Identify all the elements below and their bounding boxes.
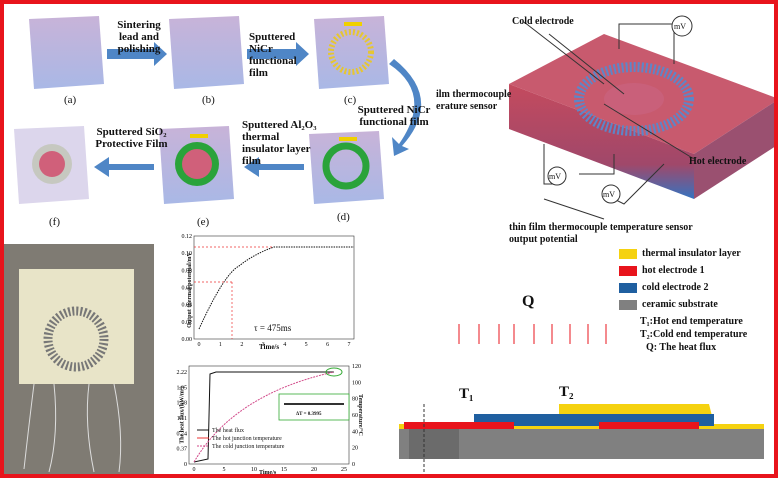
sensor-label: Cold electrode xyxy=(512,16,574,27)
step-id: (c) xyxy=(344,94,357,106)
sensor-block xyxy=(509,15,774,220)
slabs xyxy=(14,16,389,204)
step-label: Sputtered NiCr functional film xyxy=(357,104,431,128)
sensor-label: ilm thermocouple erature sensor xyxy=(436,89,512,112)
sensor-label: thin film thermocouple temperature senso… xyxy=(509,222,693,245)
tick-label: 0.08 xyxy=(182,268,193,274)
tick-label: 80 xyxy=(352,397,358,403)
response-chart xyxy=(193,235,355,340)
tick-label: 1.11 xyxy=(177,416,187,422)
tick-label: 3 xyxy=(262,342,265,348)
tick-label: 0.10 xyxy=(182,251,193,257)
tick-label: 2.22 xyxy=(177,370,188,376)
tick-label: 4 xyxy=(283,342,286,348)
tick-label: 0.37 xyxy=(177,447,188,453)
tick-label: 0.04 xyxy=(182,303,193,309)
t1-label: T₁ xyxy=(459,386,474,402)
tick-label: 20 xyxy=(311,467,317,473)
meter: mV xyxy=(674,22,686,31)
note: T₁:Hot end temperature xyxy=(640,316,743,327)
tick-label: 1.48 xyxy=(177,401,188,407)
tick-label: 2 xyxy=(240,342,243,348)
step-id: (d) xyxy=(337,211,350,223)
step-label: Sputtered NiCr functional film xyxy=(249,31,297,79)
tick-label: 40 xyxy=(352,429,358,435)
tick-label: 1 xyxy=(219,342,222,348)
arrows xyxy=(94,42,422,177)
tick-label: 100 xyxy=(352,380,361,386)
legend: The cold junction temperature xyxy=(212,444,285,450)
y2-label: Temperature/°C xyxy=(356,394,363,436)
legend: The heat flux xyxy=(212,428,244,434)
step-id: (a) xyxy=(64,94,77,106)
tick-label: 0 xyxy=(198,342,201,348)
tick-label: 10 xyxy=(251,467,257,473)
photo xyxy=(4,244,154,474)
note: Q: The heat flux xyxy=(646,342,717,353)
step-label: Sintering lead and polishing xyxy=(117,19,161,55)
legend: hot electrode 1 xyxy=(642,265,705,276)
heat-flux-ticks: 00.370.741.111.481.852.22020406080100120… xyxy=(177,364,362,473)
annotation: τ = 475ms xyxy=(254,323,292,333)
step-id: (f) xyxy=(49,216,60,228)
step-id: (b) xyxy=(202,94,215,106)
tick-label: 0 xyxy=(352,462,355,468)
tick-label: 6 xyxy=(326,342,329,348)
tick-label: 0.74 xyxy=(177,431,188,437)
q-label: Q xyxy=(522,293,535,310)
t2-label: T₂ xyxy=(559,384,574,400)
tick-label: 60 xyxy=(352,413,358,419)
tick-label: 0.06 xyxy=(182,286,193,292)
tick-label: 120 xyxy=(352,364,361,370)
tick-label: 15 xyxy=(281,467,287,473)
tick-label: 0.12 xyxy=(182,234,193,240)
cross-section xyxy=(399,249,764,474)
meter: mV xyxy=(603,190,615,199)
tick-label: 0.00 xyxy=(182,337,193,343)
step-id: (e) xyxy=(197,216,210,228)
step-label: Sputtered Al₂O₃ thermal insulator layer … xyxy=(242,119,317,167)
tick-label: 7 xyxy=(348,342,351,348)
heat-flux-chart xyxy=(188,365,350,465)
legend: ceramic substrate xyxy=(642,299,718,310)
x-label: Time/s xyxy=(259,470,277,476)
legend: cold electrode 2 xyxy=(642,282,709,293)
step-label: Sputtered SiO₂ Protective Film xyxy=(95,126,168,150)
y-label: The heat flux/(kW/m²) xyxy=(179,386,186,444)
tick-label: 5 xyxy=(223,467,226,473)
tick-label: 0 xyxy=(184,462,187,468)
note: T₂:Cold end temperature xyxy=(640,329,748,340)
response-ticks: 0.00 0.02 0.04 0.06 0.08 0.10 0.12 0 1 2 3 4 5 6 7 xyxy=(182,234,351,348)
tick-label: 5 xyxy=(305,342,308,348)
tick-label: 0.02 xyxy=(182,320,193,326)
meter: mV xyxy=(549,172,561,181)
tick-label: 25 xyxy=(341,467,347,473)
sensor-label: Hot electrode xyxy=(689,156,747,167)
y-label: Output thermal potential/mV xyxy=(186,252,193,328)
tick-label: 20 xyxy=(352,446,358,452)
tick-label: 0 xyxy=(193,467,196,473)
figure-graphics: 0.000.020.040.060.080.100.120 1 2 3 4 5 6 7 00.… xyxy=(4,15,774,474)
legend: thermal insulator layer xyxy=(642,248,741,259)
x-label: Time/s xyxy=(259,343,280,351)
tick-label: 1.85 xyxy=(177,385,188,391)
legend: The hot junction temperature xyxy=(212,436,282,442)
inset: ΔT = 0.3995 xyxy=(296,412,322,417)
